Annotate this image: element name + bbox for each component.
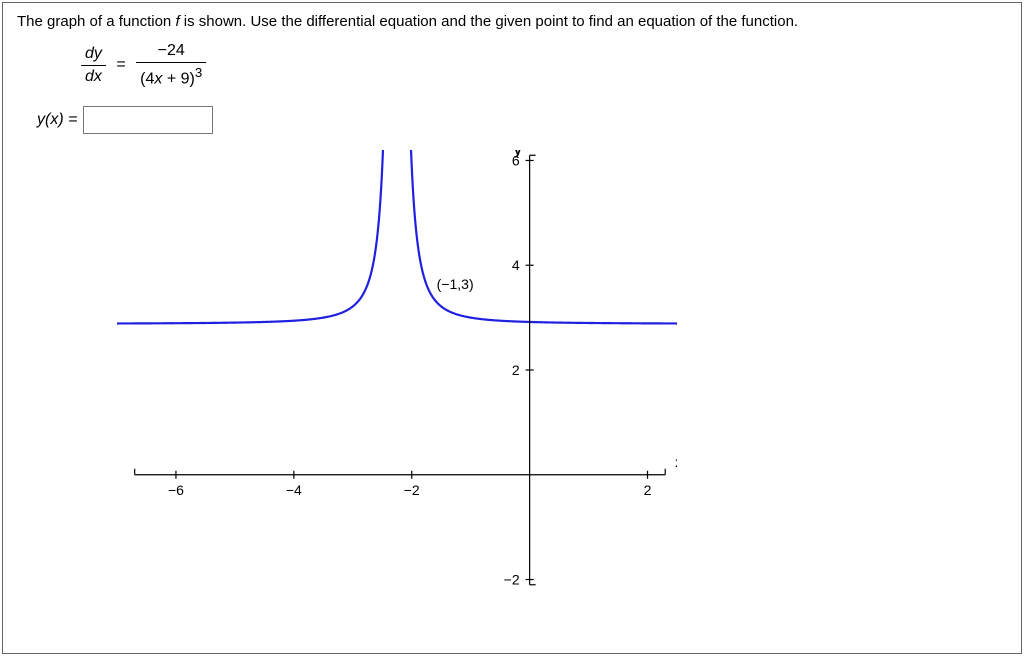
svg-text:2: 2	[512, 362, 520, 378]
chart-svg: −6−4−22−2246yx(−1,3)	[117, 150, 677, 590]
prompt-text-2: is shown. Use the differential equation …	[180, 13, 799, 30]
dy-dx-fraction: dy dx	[81, 45, 106, 86]
frac-den-left: dx	[81, 65, 106, 86]
svg-text:−2: −2	[404, 482, 420, 498]
svg-text:x: x	[675, 454, 677, 470]
answer-input[interactable]	[83, 106, 213, 134]
svg-text:−4: −4	[286, 482, 302, 498]
frac-num-right: −24	[136, 42, 206, 62]
prompt-text-1: The graph of a function	[17, 13, 175, 30]
svg-text:2: 2	[644, 482, 652, 498]
answer-label: y(x) =	[37, 111, 77, 129]
frac-num-left: dy	[81, 45, 106, 65]
svg-text:−6: −6	[168, 482, 184, 498]
equals-sign: =	[110, 56, 131, 74]
svg-text:−2: −2	[504, 572, 520, 588]
svg-text:(−1,3): (−1,3)	[437, 276, 474, 292]
answer-row: y(x) =	[37, 106, 1007, 134]
frac-den-right: (4x + 9)3	[136, 62, 206, 88]
svg-text:4: 4	[512, 258, 520, 274]
function-graph: −6−4−22−2246yx(−1,3)	[117, 150, 1007, 590]
rhs-fraction: −24 (4x + 9)3	[136, 42, 206, 88]
svg-text:y: y	[514, 150, 522, 157]
differential-equation: dy dx = −24 (4x + 9)3	[81, 42, 1007, 88]
problem-prompt: The graph of a function f is shown. Use …	[17, 11, 1007, 32]
